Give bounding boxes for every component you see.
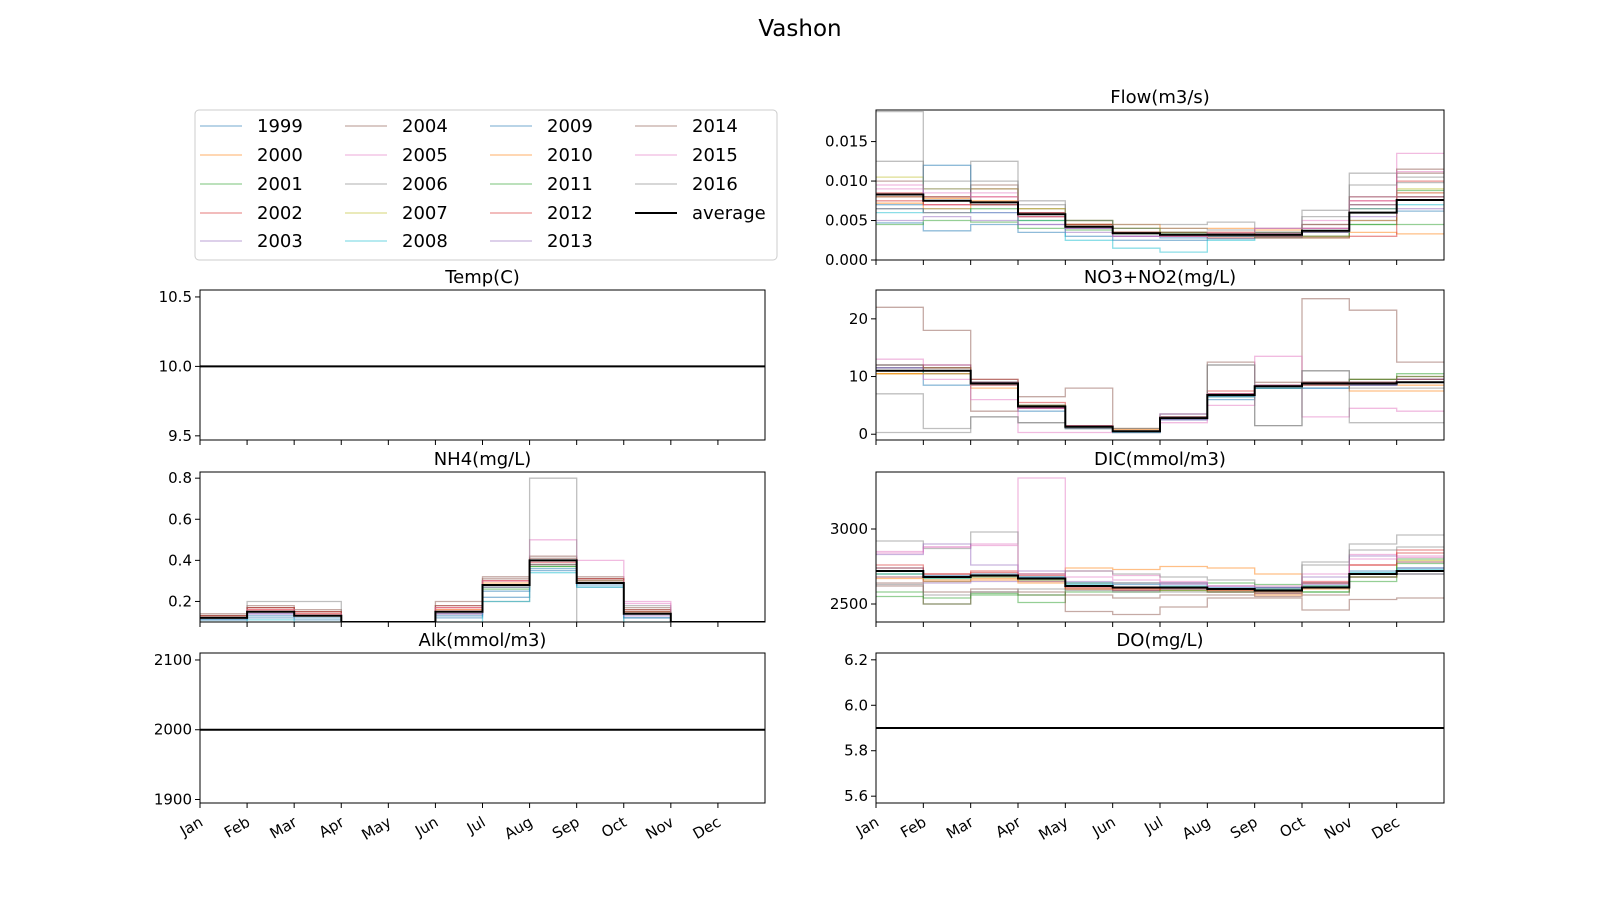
- y-tick-label: 0.4: [168, 551, 192, 569]
- series-line-2016: [876, 110, 1444, 234]
- panel-6: DO(mg/L) 5.6 5.8 6.0 6.2 Jan Feb Mar Apr May Jun Ju…: [844, 630, 1445, 844]
- x-tick-label: Oct: [598, 813, 630, 842]
- legend-label: 2009: [547, 116, 593, 137]
- x-tick-label: Nov: [1321, 813, 1355, 843]
- legend-label: 2005: [402, 145, 448, 166]
- x-tick-label: May: [358, 813, 394, 844]
- legend-label: 2011: [547, 174, 593, 195]
- y-tick-label: 0.005: [825, 212, 868, 230]
- y-tick-label: 0.8: [168, 469, 192, 487]
- axes-frame: [199, 652, 766, 804]
- legend-label: 2008: [402, 231, 448, 252]
- panel-title: DIC(mmol/m3): [1094, 449, 1226, 470]
- legend-label: 2012: [547, 203, 593, 224]
- axes-frame: [199, 289, 766, 441]
- x-tick-label: Jan: [852, 813, 882, 841]
- y-tick-label: 2000: [154, 721, 192, 739]
- legend-label: average: [692, 203, 766, 224]
- x-tick-label: Oct: [1277, 813, 1309, 842]
- x-tick-label: Apr: [316, 812, 348, 841]
- figure-title: Vashon: [758, 16, 841, 42]
- panel-1: Temp(C) 9.5 10.0 10.5: [159, 267, 766, 445]
- x-tick-label: Jul: [1140, 813, 1166, 838]
- panel-title: DO(mg/L): [1116, 630, 1203, 651]
- x-tick-label: Jul: [463, 813, 489, 838]
- y-tick-label: 0.010: [825, 172, 868, 190]
- panel-title: Alk(mmol/m3): [419, 630, 547, 651]
- series-line-average: [876, 369, 1444, 433]
- panel-title: Flow(m3/s): [1110, 87, 1210, 108]
- series-line-2016: [876, 546, 1444, 596]
- y-tick-label: 0.000: [825, 251, 868, 269]
- y-tick-label: 0.6: [168, 510, 192, 528]
- y-tick-label: 1900: [154, 791, 192, 809]
- x-tick-label: Jun: [411, 813, 441, 841]
- series-line-average: [876, 193, 1444, 236]
- x-tick-label: Feb: [221, 813, 253, 842]
- series-line-2015: [876, 544, 1444, 587]
- legend-label: 2002: [257, 203, 303, 224]
- legend-label: 1999: [257, 116, 303, 137]
- y-tick-label: 9.5: [168, 427, 192, 445]
- x-tick-label: Nov: [642, 813, 676, 843]
- series-line-average: [200, 559, 765, 622]
- y-tick-label: 0.2: [168, 592, 192, 610]
- y-tick-label: 2500: [830, 595, 868, 613]
- legend-label: 2007: [402, 203, 448, 224]
- y-tick-label: 3000: [830, 520, 868, 538]
- y-tick-label: 20: [849, 310, 868, 328]
- legend-label: 2003: [257, 231, 303, 252]
- y-tick-label: 6.0: [844, 696, 868, 714]
- x-tick-label: Mar: [267, 812, 301, 842]
- legend-label: 2010: [547, 145, 593, 166]
- y-tick-label: 2100: [154, 651, 192, 669]
- legend-label: 2006: [402, 174, 448, 195]
- panel-2: NO3+NO2(mg/L) 0 10 20: [849, 267, 1445, 445]
- x-tick-label: Aug: [1179, 813, 1213, 843]
- legend-label: 2013: [547, 231, 593, 252]
- panels: Flow(m3/s) 0.000 0.005 0.010 0.015 Temp(C) 9.5…: [154, 87, 1445, 844]
- legend-label: 2000: [257, 145, 303, 166]
- x-tick-label: Jan: [176, 813, 206, 841]
- panel-0: Flow(m3/s) 0.000 0.005 0.010 0.015: [825, 87, 1445, 269]
- x-tick-label: Mar: [943, 812, 977, 842]
- series-line-2006: [876, 160, 1444, 230]
- x-tick-label: May: [1035, 813, 1071, 844]
- legend-label: 2001: [257, 174, 303, 195]
- x-tick-label: Aug: [501, 813, 535, 843]
- series-line-2014: [876, 573, 1444, 599]
- x-tick-label: Sep: [1227, 813, 1260, 843]
- x-tick-label: Dec: [1369, 813, 1403, 843]
- y-tick-label: 0: [858, 425, 868, 443]
- x-tick-label: Apr: [993, 812, 1025, 841]
- panel-title: NH4(mg/L): [434, 449, 532, 470]
- panel-title: Temp(C): [444, 267, 520, 288]
- legend-frame: [194, 109, 778, 261]
- y-tick-label: 6.2: [844, 651, 868, 669]
- legend-label: 2014: [692, 116, 738, 137]
- series-line-2016: [876, 364, 1444, 434]
- y-tick-label: 0.015: [825, 133, 868, 151]
- legend: 1999 2000 2001 2002 2003 2004 2005 2006 2007 2008…: [194, 109, 778, 261]
- x-tick-label: Jun: [1089, 813, 1119, 841]
- y-tick-label: 10.0: [159, 357, 192, 375]
- panel-title: NO3+NO2(mg/L): [1084, 267, 1236, 288]
- y-tick-label: 10.5: [159, 288, 192, 306]
- y-tick-label: 10: [849, 368, 868, 386]
- y-tick-label: 5.6: [844, 787, 868, 805]
- x-tick-label: Feb: [897, 813, 929, 842]
- legend-label: 2015: [692, 145, 738, 166]
- x-tick-label: Dec: [690, 813, 724, 843]
- x-tick-label: Sep: [549, 813, 582, 843]
- panel-3: NH4(mg/L) 0.2 0.4 0.6 0.8: [168, 449, 766, 627]
- y-tick-label: 5.8: [844, 742, 868, 760]
- legend-label: 2016: [692, 174, 738, 195]
- panel-4: DIC(mmol/m3) 2500 3000: [830, 449, 1445, 627]
- series-line-average: [876, 570, 1444, 592]
- panel-5: Alk(mmol/m3) 1900 2000 2100 Jan Feb Mar Apr May J…: [154, 630, 766, 844]
- legend-label: 2004: [402, 116, 448, 137]
